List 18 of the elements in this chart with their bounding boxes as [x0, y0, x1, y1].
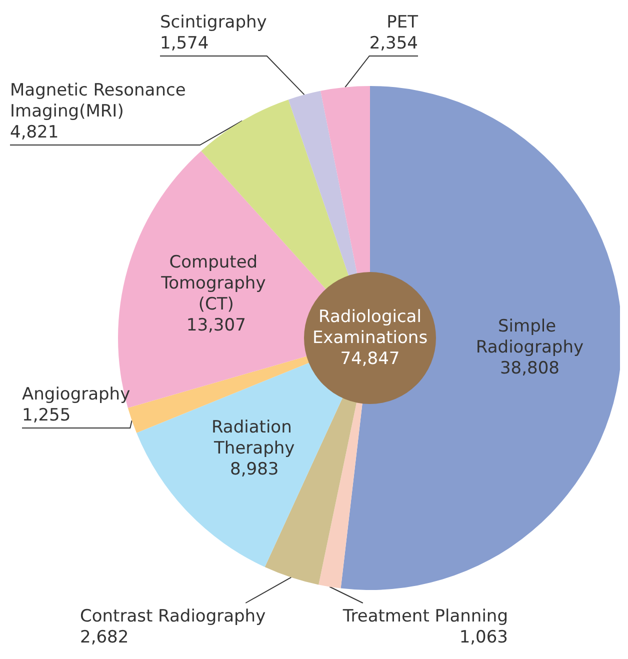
data-label: 2,682	[80, 628, 129, 648]
slice-label: Treatment Planning	[342, 606, 508, 626]
slice-label: Simple Radiography	[476, 316, 584, 358]
slice-label: Radiation Theraphy	[211, 418, 298, 459]
data-label: 1,574	[160, 34, 209, 54]
slice-label: Computed Tomography (CT)	[160, 252, 272, 315]
data-label: 4,821	[10, 122, 59, 142]
slice-label: Angiography	[22, 384, 130, 404]
slice-label: PET	[386, 12, 419, 32]
data-label: 2,354	[369, 34, 418, 54]
slice-label: Magnetic Resonance Imaging(MRI)	[10, 80, 192, 122]
data-label: 8,983	[230, 460, 279, 480]
data-label: 13,307	[186, 316, 246, 336]
slice-label: Scintigraphy	[160, 12, 267, 32]
data-label: 38,808	[500, 358, 560, 378]
slice-label: Contrast Radiography	[80, 606, 266, 626]
data-label: 1,063	[459, 628, 508, 648]
data-label: 1,255	[22, 406, 71, 426]
